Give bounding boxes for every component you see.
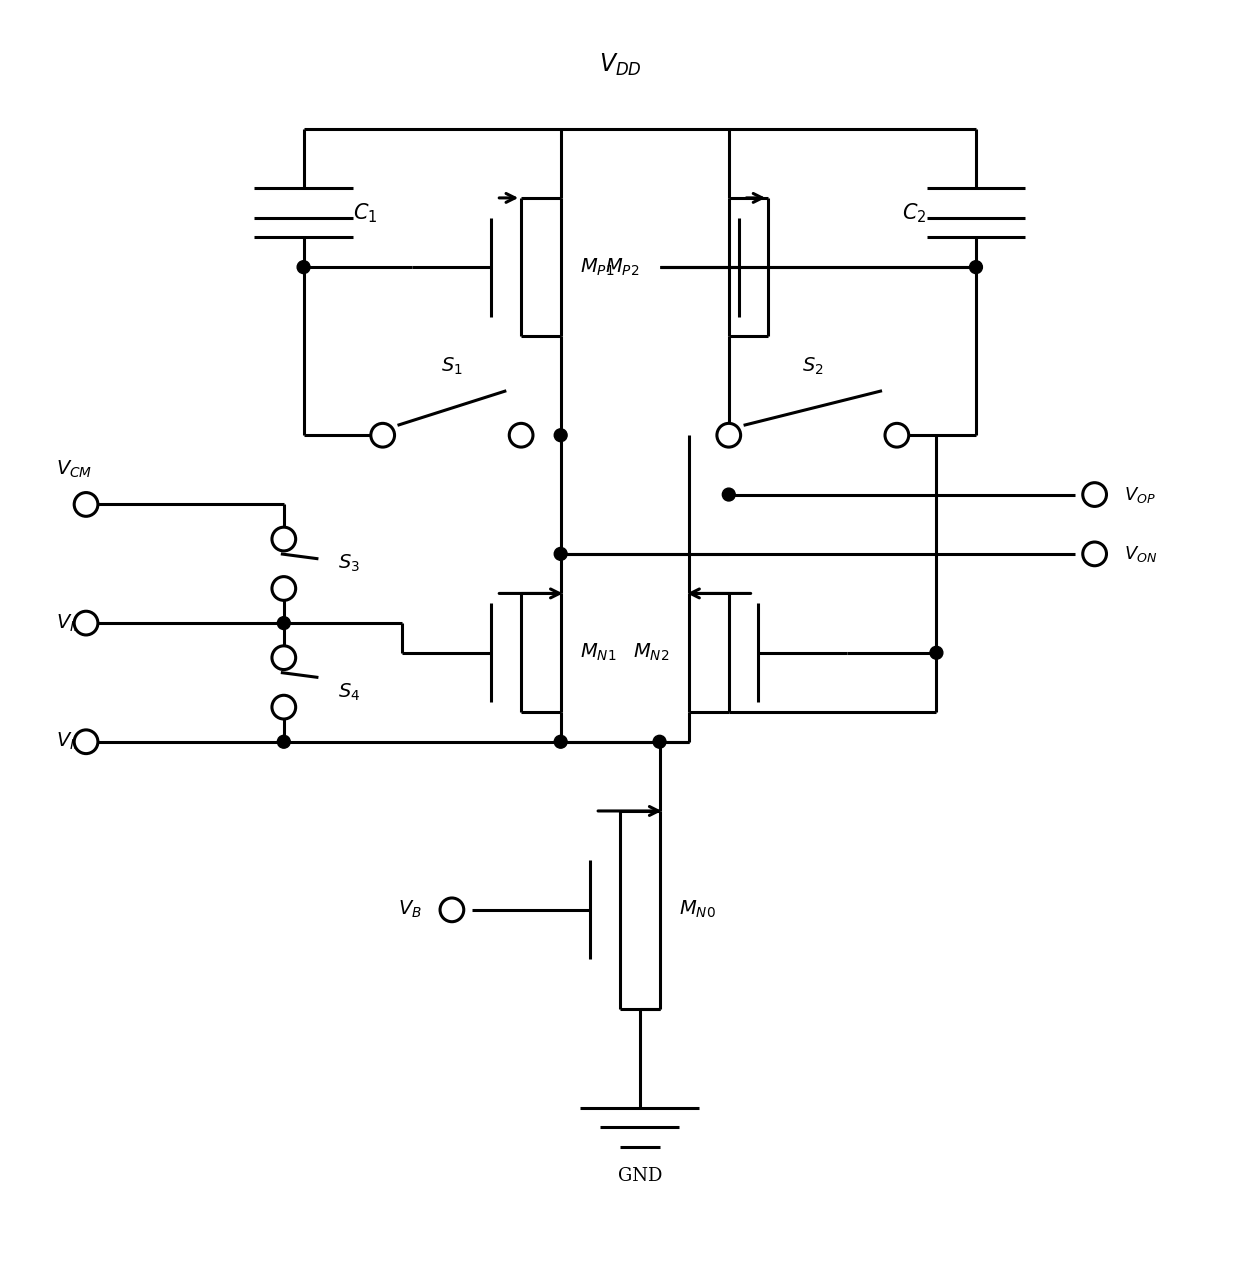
Circle shape — [970, 260, 982, 274]
Circle shape — [554, 735, 567, 748]
Circle shape — [272, 645, 295, 669]
Circle shape — [74, 730, 98, 754]
Circle shape — [272, 527, 295, 551]
Circle shape — [885, 423, 909, 447]
Circle shape — [723, 429, 735, 442]
Circle shape — [440, 898, 464, 922]
Text: $C_1$: $C_1$ — [353, 201, 377, 225]
Circle shape — [74, 493, 98, 517]
Circle shape — [723, 488, 735, 501]
Circle shape — [272, 695, 295, 719]
Text: $S_2$: $S_2$ — [802, 355, 823, 376]
Circle shape — [554, 547, 567, 561]
Text: $M_{N0}$: $M_{N0}$ — [680, 899, 717, 921]
Circle shape — [298, 260, 310, 274]
Text: $V_{ON}$: $V_{ON}$ — [1125, 544, 1158, 563]
Circle shape — [278, 735, 290, 748]
Text: $S_4$: $S_4$ — [339, 682, 361, 703]
Text: $V_{CM}$: $V_{CM}$ — [56, 458, 93, 480]
Circle shape — [554, 429, 567, 442]
Text: $C_2$: $C_2$ — [901, 201, 926, 225]
Circle shape — [1083, 542, 1106, 566]
Text: $S_3$: $S_3$ — [339, 553, 360, 575]
Circle shape — [278, 616, 290, 629]
Circle shape — [74, 611, 98, 635]
Text: $V_{INP}$: $V_{INP}$ — [56, 613, 94, 634]
Text: $M_{P2}$: $M_{P2}$ — [605, 256, 640, 278]
Text: $V_{DD}$: $V_{DD}$ — [599, 52, 641, 77]
Circle shape — [717, 423, 740, 447]
Circle shape — [653, 735, 666, 748]
Circle shape — [1083, 482, 1106, 506]
Text: $V_{OP}$: $V_{OP}$ — [1125, 485, 1156, 504]
Circle shape — [930, 647, 942, 659]
Circle shape — [510, 423, 533, 447]
Text: $M_{P1}$: $M_{P1}$ — [580, 256, 615, 278]
Circle shape — [272, 577, 295, 600]
Text: $V_{INN}$: $V_{INN}$ — [56, 731, 95, 753]
Text: $S_1$: $S_1$ — [441, 355, 463, 376]
Text: $M_{N2}$: $M_{N2}$ — [634, 642, 670, 663]
Circle shape — [371, 423, 394, 447]
Text: GND: GND — [618, 1167, 662, 1185]
Text: $V_B$: $V_B$ — [398, 899, 423, 921]
Text: $M_{N1}$: $M_{N1}$ — [580, 642, 616, 663]
